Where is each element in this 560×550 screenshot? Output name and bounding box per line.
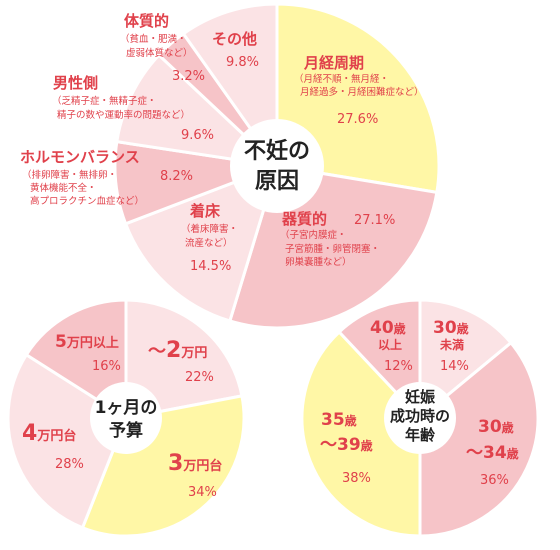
slice-name: 30歳 <box>478 417 514 437</box>
slice-percent: 16% <box>92 359 121 374</box>
slice-name: 4万円台 <box>22 421 76 446</box>
slice-percent: 27.6% <box>337 112 378 127</box>
slice-name: その他 <box>212 30 257 48</box>
slice-name: 30歳 <box>433 318 469 338</box>
label-35-to-39: 35歳 ～39歳 38% <box>320 410 373 486</box>
chart3-title-line3: 年齢 <box>405 426 436 444</box>
slice-percent: 8.2% <box>160 169 193 184</box>
slice-name: ホルモンバランス <box>20 148 140 166</box>
pie-slice <box>418 298 514 422</box>
pie-monthly-budget <box>6 298 246 538</box>
center-circle-2 <box>90 382 162 454</box>
label-implantation: 着床 （着床障害・ 流産など） 14.5% <box>181 202 238 274</box>
label-30k-range: 3万円台 34% <box>168 451 222 500</box>
slice-percent: 27.1% <box>354 213 395 228</box>
chart1-center-title: 不妊の 原因 <box>244 138 310 194</box>
slice-note: （排卵障害・無排卵・ <box>22 169 117 181</box>
pie-slice <box>115 52 282 169</box>
label-under-30: 30歳 未満 14% <box>433 318 469 374</box>
pie-slice <box>300 329 422 538</box>
label-50k-plus: 5万円以上 16% <box>55 332 121 374</box>
label-menstrual-cycle: 月経周期 （月経不順・無月経・ 月経過多・月経困難症など） 27.6% <box>294 54 424 127</box>
center-circle-3 <box>384 382 456 454</box>
slice-percent: 14.5% <box>190 259 231 274</box>
slice-note: 高プロラクチン血症など） <box>30 195 144 207</box>
slice-name: ～2万円 <box>148 338 207 363</box>
slice-note: 卵巣嚢腫など） <box>285 256 352 268</box>
slice-name: 体質的 <box>124 12 169 30</box>
label-hormone-balance: ホルモンバランス （排卵障害・無排卵・ 黄体機能不全・ 高プロラクチン血症など）… <box>20 148 193 207</box>
slice-name: 月経周期 <box>303 54 364 72</box>
chart1-title-line1: 不妊の <box>244 138 310 164</box>
slice-percent: 3.2% <box>172 69 205 84</box>
slice-note: （貧血・肥満・ <box>120 33 187 45</box>
label-under-20k: ～2万円 22% <box>148 338 214 385</box>
slice-name: 男性側 <box>53 74 98 92</box>
slice-name-line2: 以上 <box>378 337 402 352</box>
slice-note: （乏精子症・無精子症・ <box>52 95 157 107</box>
pie-infertility-causes <box>113 2 441 330</box>
slice-note: 子宮筋腫・卵管閉塞・ <box>285 243 380 255</box>
slice-percent: 36% <box>480 473 509 488</box>
label-40k-range: 4万円台 28% <box>22 421 84 472</box>
slice-name: 5万円以上 <box>55 332 119 352</box>
slice-note: 月経過多・月経困難症など） <box>300 86 424 98</box>
slice-percent: 22% <box>185 370 214 385</box>
slice-name: 40歳 <box>370 318 406 338</box>
slice-percent: 34% <box>188 485 217 500</box>
slice-name-line2: ～39歳 <box>320 435 373 455</box>
chart3-title-line2: 成功時の <box>390 407 450 425</box>
pie-slice <box>6 352 128 530</box>
pie-slice <box>418 340 540 538</box>
slice-note: （子宮内膜症・ <box>280 229 347 241</box>
slice-percent: 9.6% <box>181 128 214 143</box>
slice-name-line2: ～34歳 <box>466 443 519 463</box>
pie-slice <box>124 298 244 420</box>
slice-name: 器質的 <box>281 210 327 228</box>
chart1-title-line2: 原因 <box>255 169 299 194</box>
slice-percent: 28% <box>55 457 84 472</box>
slice-name: 着床 <box>189 202 221 220</box>
chart3-center-title: 妊娠 成功時の 年齢 <box>390 388 450 444</box>
label-male-side: 男性側 （乏精子症・無精子症・ 精子の数や運動率の問題など） 9.6% <box>52 74 214 143</box>
label-40-plus: 40歳 以上 12% <box>370 318 413 374</box>
label-structural: 器質的 27.1% （子宮内膜症・ 子宮筋腫・卵管閉塞・ 卵巣嚢腫など） <box>280 210 395 268</box>
slice-percent: 38% <box>342 471 371 486</box>
label-other: その他 9.8% <box>212 30 259 70</box>
chart2-title-line2: 予算 <box>109 420 143 441</box>
center-circle-1 <box>230 119 324 213</box>
slice-percent: 14% <box>440 359 469 374</box>
slice-percent: 9.8% <box>226 55 259 70</box>
slice-name: 35歳 <box>321 410 357 430</box>
slice-name-line2: 未満 <box>439 337 464 352</box>
chart3-title-line1: 妊娠 <box>405 388 436 406</box>
label-30-to-34: 30歳 ～34歳 36% <box>466 417 519 488</box>
slice-note: （月経不順・無月経・ <box>294 73 389 85</box>
pie-slice <box>123 163 280 323</box>
slice-note: 虚弱体質など） <box>126 47 193 59</box>
chart2-title-line1: 1ヶ月の <box>95 398 158 418</box>
slice-percent: 12% <box>384 359 413 374</box>
label-constitution: 体質的 （貧血・肥満・ 虚弱体質など） 3.2% <box>120 12 205 84</box>
chart2-center-title: 1ヶ月の 予算 <box>95 398 158 441</box>
slice-name: 3万円台 <box>168 451 222 476</box>
slice-note: 流産など） <box>185 237 233 249</box>
slice-note: 黄体機能不全・ <box>30 182 97 194</box>
pie-slice <box>24 298 128 421</box>
slice-note: 精子の数や運動率の問題など） <box>57 109 190 121</box>
slice-note: （着床障害・ <box>181 223 238 235</box>
